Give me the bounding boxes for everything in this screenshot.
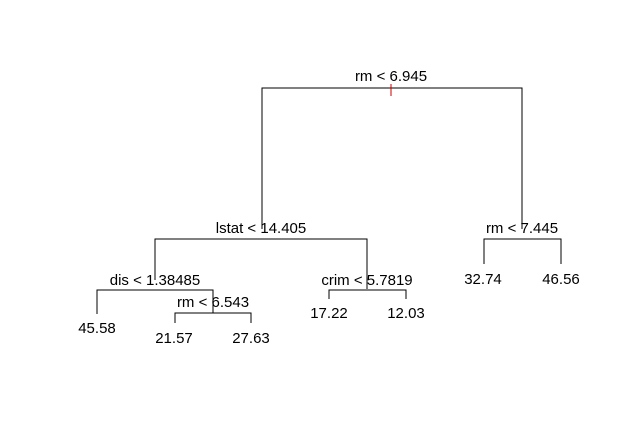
split-node-root: rm < 6.945 xyxy=(261,68,523,229)
split-label-rm-7445: rm < 7.445 xyxy=(486,220,558,237)
split-node-rm-6543: rm < 6.543 xyxy=(174,294,252,323)
leaf-value: 46.56 xyxy=(542,271,580,288)
branch-rm-7445 xyxy=(483,238,562,264)
leaf-value: 32.74 xyxy=(464,271,502,288)
branch-dis xyxy=(96,289,214,314)
split-node-crim: crim < 5.7819 xyxy=(321,272,413,299)
branch-lstat xyxy=(154,238,368,289)
branch-root xyxy=(261,87,523,229)
split-label-rm-6543: rm < 6.543 xyxy=(177,294,249,311)
leaf-value: 27.63 xyxy=(232,330,270,347)
branch-crim xyxy=(328,289,407,299)
split-label-root: rm < 6.945 xyxy=(355,68,427,85)
leaf-value: 17.22 xyxy=(310,305,348,322)
split-label-crim: crim < 5.7819 xyxy=(321,272,412,289)
split-label-lstat: lstat < 14.405 xyxy=(216,220,306,237)
leaf-value: 45.58 xyxy=(78,320,116,337)
split-node-dis: dis < 1.38485 xyxy=(96,272,214,314)
split-node-rm-7445: rm < 7.445 xyxy=(483,220,562,264)
split-label-dis: dis < 1.38485 xyxy=(110,272,201,289)
leaf-value: 21.57 xyxy=(155,330,193,347)
leaf-value: 12.03 xyxy=(387,305,425,322)
branch-rm-6543 xyxy=(174,312,252,323)
split-node-lstat: lstat < 14.405 xyxy=(154,220,368,289)
